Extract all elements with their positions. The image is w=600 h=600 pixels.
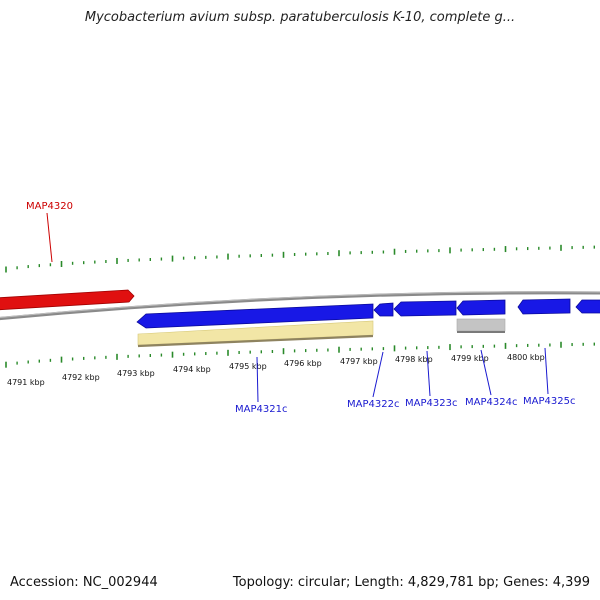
scale-label-4797: 4797 kbp (340, 357, 378, 366)
gene-map4324c-arrow[interactable] (456, 299, 506, 316)
scale-label-4793: 4793 kbp (117, 369, 155, 378)
cds-band-edge (137, 334, 374, 348)
scale-label-4795: 4795 kbp (229, 362, 267, 371)
gene-label-map4325c[interactable]: MAP4325c (523, 396, 575, 407)
gene-next-arrow[interactable] (575, 299, 600, 314)
gene-map4323c-arrow[interactable] (393, 300, 457, 317)
outer-tick-track (5, 244, 595, 273)
inner-tick-track (5, 341, 595, 368)
leader-map4322c (372, 351, 384, 398)
scale-label-4800: 4800 kbp (507, 353, 545, 362)
scale-label-4794: 4794 kbp (173, 365, 211, 374)
gene-map4322c-arrow[interactable] (373, 302, 394, 317)
forward-strand-line-highlight (0, 291, 600, 319)
cds-band[interactable] (137, 320, 374, 346)
accession-text: Accession: NC_002944 (10, 575, 158, 590)
topology-summary: Topology: circular; Length: 4,829,781 bp… (232, 575, 590, 590)
map-title: Mycobacterium avium subsp. paratuberculo… (84, 10, 516, 25)
scale-label-4798: 4798 kbp (395, 355, 433, 364)
leader-map4320 (46, 212, 53, 263)
gene-label-map4324c[interactable]: MAP4324c (465, 397, 517, 408)
forward-strand-line (0, 291, 600, 321)
leader-map4323c (426, 350, 431, 397)
gene-label-map4322c[interactable]: MAP4322c (347, 399, 399, 410)
gene-label-map4320[interactable]: MAP4320 (26, 201, 73, 212)
leader-map4321c (256, 356, 259, 403)
leader-map4325c (544, 347, 549, 395)
gene-label-map4321c[interactable]: MAP4321c (235, 404, 287, 415)
leader-map4324c (480, 349, 492, 396)
scale-label-4791: 4791 kbp (7, 378, 45, 387)
gene-map4325c-arrow[interactable] (517, 298, 571, 315)
gene-map4320-arrow[interactable] (0, 289, 135, 311)
scale-label-4796: 4796 kbp (284, 359, 322, 368)
gene-label-map4323c[interactable]: MAP4323c (405, 398, 457, 409)
gene-map4321c-arrow[interactable] (136, 303, 374, 329)
rna-band[interactable] (456, 318, 506, 332)
scale-label-4799: 4799 kbp (451, 354, 489, 363)
scale-label-4792: 4792 kbp (62, 373, 100, 382)
